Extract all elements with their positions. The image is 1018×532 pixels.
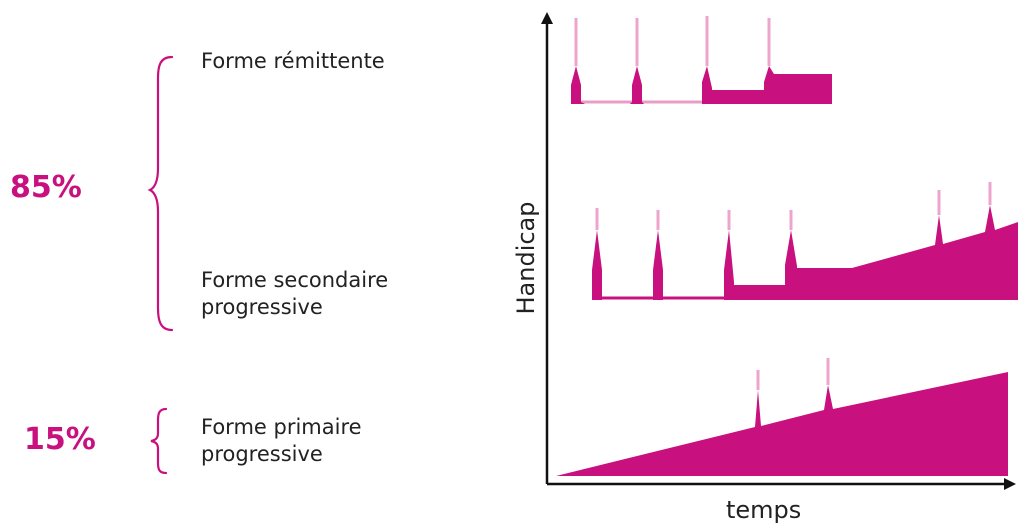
curve-primaire-progressive: [556, 358, 1008, 476]
label-remittente: Forme rémittente: [201, 49, 385, 73]
x-axis-label: temps: [726, 496, 802, 524]
percentage-15: 15%: [24, 422, 96, 457]
curve-remittente: [571, 16, 832, 104]
curve-secondaire-progressive: [592, 182, 1018, 300]
percentage-85: 85%: [10, 170, 82, 205]
y-axis-arrow: [541, 12, 553, 24]
label-primaire-progressive: Forme primaire progressive: [201, 415, 362, 466]
label-secondaire-progressive: Forme secondaire progressive: [201, 268, 389, 319]
brace-85: [147, 55, 174, 332]
brace-15: [150, 407, 168, 475]
x-axis-arrow: [1004, 478, 1016, 490]
